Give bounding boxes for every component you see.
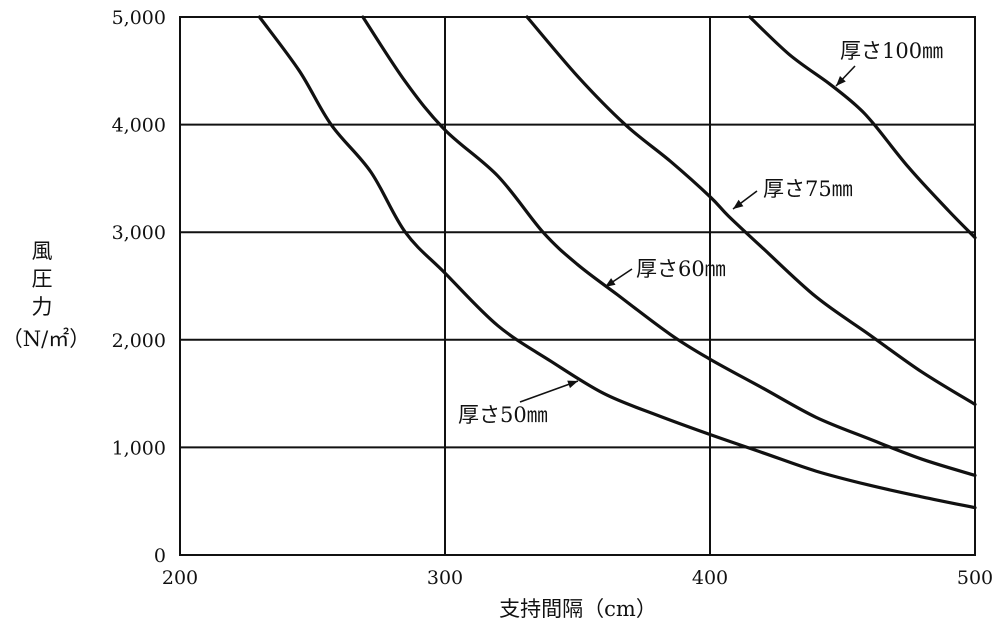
x-tick-label: 200: [162, 567, 198, 589]
series-annotation-4: 厚さ100㎜: [840, 39, 943, 63]
annotation-arrow-1: [519, 380, 579, 403]
gridlines: [180, 17, 975, 555]
y-tick-label: 3,000: [112, 222, 166, 244]
annotation-arrowhead-3: [733, 199, 744, 209]
x-tick-label: 300: [427, 567, 463, 589]
annotation-arrowhead-2: [605, 278, 616, 287]
y-axis-label-line-1: 風: [32, 239, 53, 263]
y-axis-label-line-3: 力: [32, 295, 53, 319]
series-annotations: 厚さ50㎜ 厚さ60㎜ 厚さ75㎜ 厚さ100㎜: [458, 39, 943, 427]
y-tick-label: 0: [154, 545, 166, 567]
x-tick-label: 500: [957, 567, 993, 589]
y-tick-label: 4,000: [112, 115, 166, 137]
y-axis-label-line-2: 圧: [32, 267, 53, 291]
x-axis-label: 支持間隔（cm）: [499, 597, 657, 621]
y-tick-label: 5,000: [112, 7, 166, 29]
x-tick-label: 400: [692, 567, 728, 589]
series-line-2: [361, 15, 977, 477]
annotation-arrowhead-4: [836, 75, 846, 86]
series-line-3: [525, 15, 977, 406]
y-tick-label: 1,000: [112, 437, 166, 459]
axis-labels: 支持間隔（cm） 風 圧 力 （N/㎡）: [2, 239, 657, 621]
y-tick-label: 2,000: [112, 330, 166, 352]
series-curves: [257, 15, 977, 510]
tick-labels: 200 300 400 500 0 1,000 2,000 3,000 4,000 5,000: [112, 7, 994, 589]
series-annotation-3: 厚さ75㎜: [763, 177, 853, 201]
series-annotation-2: 厚さ60㎜: [636, 257, 726, 281]
series-annotation-1: 厚さ50㎜: [458, 403, 548, 427]
series-line-1: [257, 15, 977, 510]
plot-frame: [179, 16, 976, 556]
series-line-4: [748, 15, 977, 240]
y-axis-label-unit: （N/㎡）: [2, 327, 90, 351]
annotation-arrowhead-1: [567, 380, 578, 389]
